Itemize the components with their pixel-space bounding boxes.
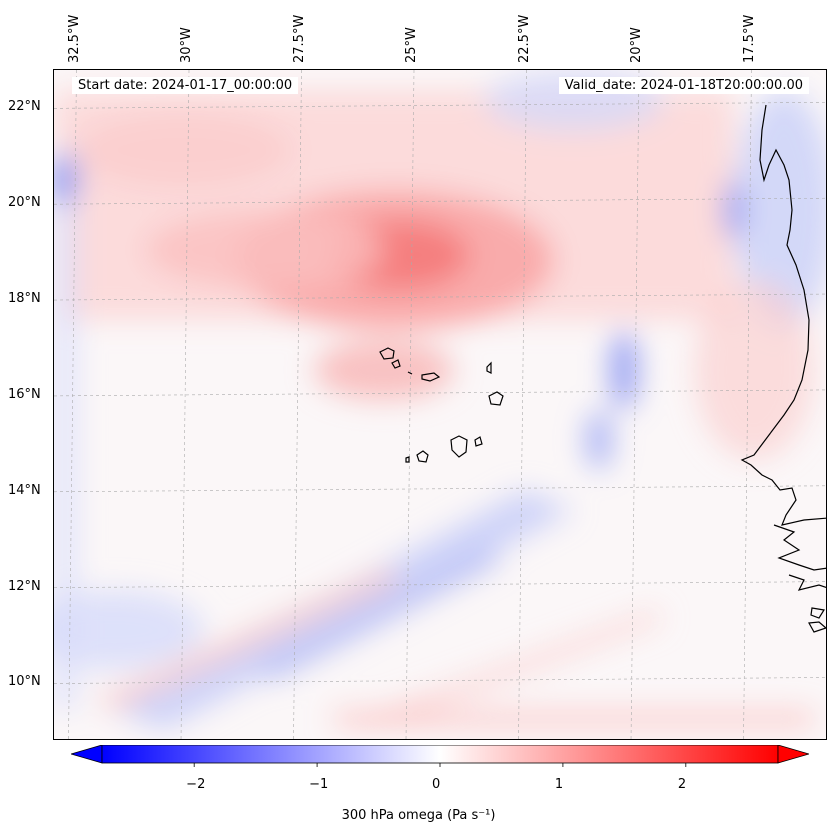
latitude-label: 20°N	[8, 195, 41, 211]
latitude-label: 14°N	[8, 482, 41, 498]
omega-shading	[54, 70, 826, 730]
longitude-label: 20°W	[629, 27, 644, 63]
island-sal	[486, 361, 492, 374]
colorbar-tick-label: 1	[554, 777, 564, 792]
colorbar-ticks	[193, 763, 687, 767]
colorbar-tick-label: −2	[186, 777, 206, 792]
colorbar-extend-low	[69, 744, 103, 764]
meridian-gridline	[630, 70, 640, 739]
longitude-label: 27.5°W	[291, 14, 307, 63]
island-boa-vista	[488, 391, 504, 406]
omega-field-map	[54, 70, 826, 739]
meridian-gridline	[68, 70, 77, 739]
start-date-label: Start date: 2024-01-17_00:00:00	[72, 77, 299, 94]
colorbar	[69, 744, 811, 773]
latitude-label: 16°N	[8, 386, 41, 402]
longitude-label: 32.5°W	[66, 14, 82, 63]
island-sao-nicolau	[421, 372, 441, 382]
longitude-label: 22.5°W	[516, 14, 532, 63]
meridian-gridline	[180, 70, 190, 739]
longitude-label: 25°W	[404, 27, 419, 63]
colorbar-tick-label: −1	[309, 777, 329, 792]
latitude-label: 12°N	[8, 578, 41, 594]
gridlines	[54, 70, 826, 739]
valid-date-label: Valid_date: 2024-01-18T20:00:00.00	[558, 77, 809, 94]
island-brava	[405, 456, 410, 463]
colorbar-tick-label: 2	[677, 777, 687, 792]
longitude-label: 17.5°W	[741, 14, 757, 63]
latitude-label: 18°N	[8, 291, 41, 307]
colorbar-graphic	[69, 744, 811, 767]
latitude-label: 22°N	[8, 99, 41, 115]
meridian-gridline	[293, 70, 302, 739]
map-panel	[53, 69, 827, 740]
island-santiago	[450, 435, 468, 458]
latitude-label: 10°N	[8, 674, 41, 690]
meridian-gridline	[405, 70, 415, 739]
island-fogo	[416, 450, 429, 463]
colorbar-title: 300 hPa omega (Pa s⁻¹)	[341, 808, 496, 823]
longitude-label: 30°W	[179, 27, 194, 63]
island-santo-antao	[379, 347, 395, 360]
coastline	[379, 104, 826, 633]
colorbar-gradient	[101, 744, 779, 764]
meridian-gridline	[743, 70, 752, 739]
colorbar-tick-label: 0	[432, 777, 441, 792]
meridian-gridline	[518, 70, 527, 739]
colorbar-extend-high	[777, 744, 811, 764]
island-maio	[474, 436, 483, 447]
island-sao-vicente	[391, 359, 401, 369]
